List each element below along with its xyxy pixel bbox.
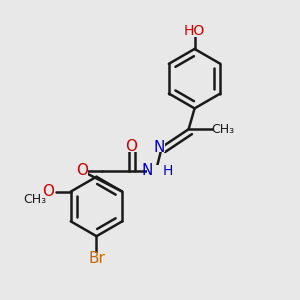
Bar [76, 166, 88, 176]
Text: CH₃: CH₃ [23, 194, 46, 206]
Text: HO: HO [184, 24, 205, 38]
Text: O: O [125, 139, 137, 154]
Bar [214, 124, 232, 134]
Text: H: H [163, 164, 173, 178]
Text: CH₃: CH₃ [211, 123, 234, 136]
Text: N: N [141, 163, 152, 178]
Bar [125, 142, 136, 152]
Bar [43, 186, 54, 197]
Bar [88, 253, 105, 264]
Bar [153, 142, 165, 152]
Text: O: O [76, 163, 88, 178]
Bar [147, 165, 165, 176]
Bar [26, 194, 43, 204]
Text: N: N [153, 140, 165, 154]
Text: O: O [43, 184, 55, 199]
Bar [186, 25, 203, 37]
Text: Br: Br [88, 251, 105, 266]
